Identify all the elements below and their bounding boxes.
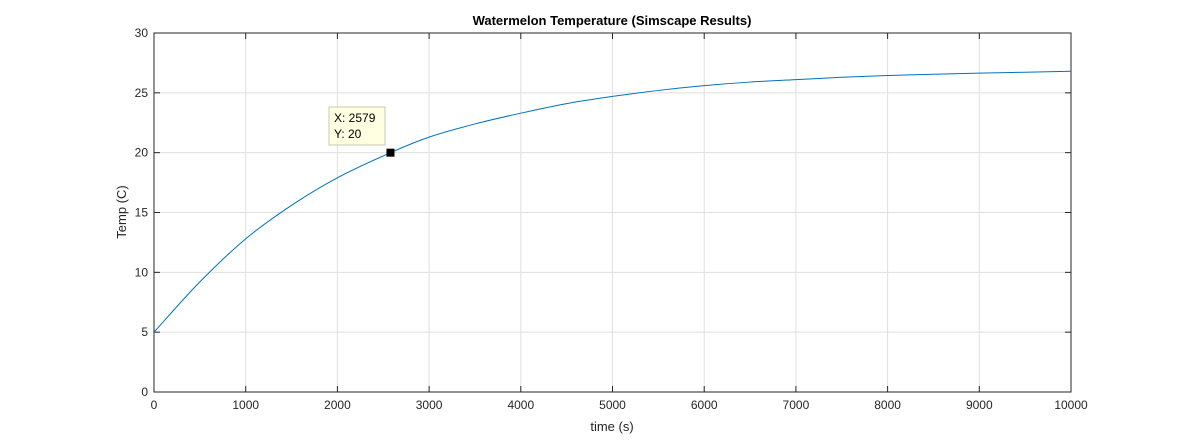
x-tick-label: 10000	[1054, 398, 1088, 412]
x-tick-label: 1000	[232, 398, 259, 412]
y-tick-label: 5	[141, 325, 148, 339]
y-tick-label: 10	[135, 265, 149, 279]
datatip-box	[328, 106, 386, 146]
x-tick-label: 7000	[783, 398, 810, 412]
x-tick-label: 0	[151, 398, 158, 412]
y-tick-label: 15	[135, 206, 149, 220]
x-tick-label: 3000	[416, 398, 443, 412]
x-tick-label: 6000	[691, 398, 718, 412]
grid	[153, 32, 1072, 393]
ticks: 0 1000 2000 3000 4000 5000 6000 7000 8000 9000 100…	[135, 26, 1088, 412]
y-tick-label: 0	[141, 385, 148, 399]
y-tick-label: 30	[135, 26, 149, 40]
x-tick-label: 5000	[599, 398, 626, 412]
x-tick-label: 4000	[507, 398, 534, 412]
datatip-x-text: X: 2579	[334, 111, 376, 125]
y-tick-label: 20	[135, 146, 149, 160]
y-tick-label: 25	[135, 86, 149, 100]
datatip[interactable]: X: 2579 Y: 20	[328, 106, 395, 157]
datatip-marker[interactable]	[386, 148, 395, 157]
series-line	[153, 70, 1072, 333]
x-tick-label: 2000	[324, 398, 351, 412]
x-tick-label: 8000	[874, 398, 901, 412]
x-axis-label: time (s)	[590, 419, 633, 434]
y-axis-label: Temp (C)	[114, 185, 129, 238]
datatip-y-text: Y: 20	[334, 127, 362, 141]
x-tick-label: 9000	[966, 398, 993, 412]
chart-title: Watermelon Temperature (Simscape Results…	[473, 13, 752, 28]
